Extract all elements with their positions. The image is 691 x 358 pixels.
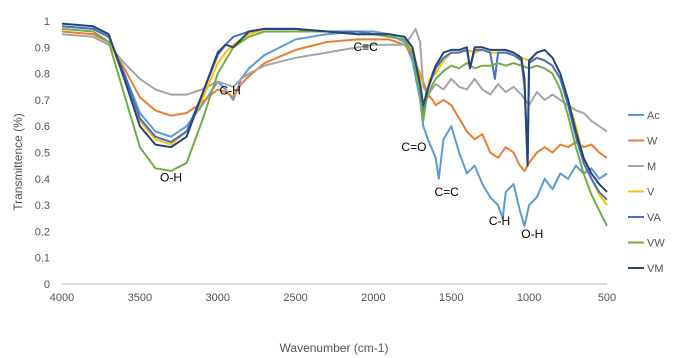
annotation-layer: O-H C-H C≡C C=O C=C C-H O-H xyxy=(160,40,543,241)
band-annotation: O-H xyxy=(160,170,182,184)
band-annotation: C≡C xyxy=(353,40,378,54)
series-line-w xyxy=(61,30,608,172)
y-tick-label: 1 xyxy=(44,16,50,28)
legend-label: V xyxy=(647,187,655,199)
legend-label: VM xyxy=(647,263,664,275)
legend-label: VA xyxy=(647,212,662,224)
legend-label: W xyxy=(647,136,658,148)
y-tick-label: 0.7 xyxy=(35,95,50,107)
x-tick-label: 1500 xyxy=(439,292,463,304)
legend: Ac W M V VA VW VM xyxy=(628,110,665,275)
y-tick-label: 0.8 xyxy=(35,69,50,81)
band-annotation: C=C xyxy=(434,185,459,199)
band-annotation: O-H xyxy=(521,227,543,241)
x-tick-label: 4000 xyxy=(50,292,74,304)
x-tick-label: 2000 xyxy=(361,292,385,304)
y-tick-label: 0.6 xyxy=(35,121,50,133)
y-tick-label: 0.3 xyxy=(35,200,50,212)
y-tick-label: 0.9 xyxy=(35,42,50,54)
x-axis-title: Wavenumber (cm-1) xyxy=(280,341,389,355)
x-tick-label: 500 xyxy=(598,292,616,304)
y-axis-title: Transmittence (%) xyxy=(11,113,25,211)
y-tick-label: 0.2 xyxy=(35,226,50,238)
x-tick-label: 2500 xyxy=(283,292,307,304)
y-tick-label: 0 xyxy=(44,279,50,291)
y-tick-label: 0.5 xyxy=(35,148,50,160)
x-tick-label: 1000 xyxy=(517,292,541,304)
series-layer xyxy=(61,22,608,228)
band-annotation: C=O xyxy=(401,140,426,154)
band-annotation: C-H xyxy=(489,214,510,228)
legend-label: VW xyxy=(647,238,665,250)
x-tick-label: 3000 xyxy=(205,292,229,304)
series-line-vw xyxy=(61,27,608,227)
legend-label: Ac xyxy=(647,110,660,122)
series-line-vm xyxy=(61,22,608,193)
y-tick-label: 0.4 xyxy=(35,174,50,186)
legend-label: M xyxy=(647,161,656,173)
x-tick-label: 3500 xyxy=(128,292,152,304)
y-tick-label: 0.1 xyxy=(35,253,50,265)
band-annotation: C-H xyxy=(220,84,241,98)
axes: 4000 3500 3000 2500 2000 1500 1000 500 0 0.1 0.2 0.… xyxy=(35,16,616,304)
